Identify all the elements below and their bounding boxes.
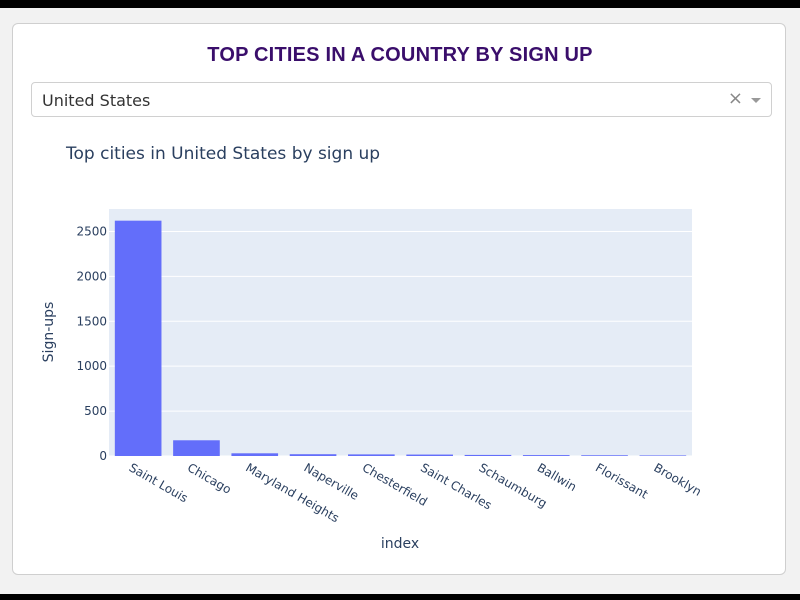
x-tick-label: Brooklyn <box>651 460 704 498</box>
plot-area <box>109 209 692 456</box>
x-tick-label: Chicago <box>185 460 234 496</box>
bar[interactable] <box>173 440 220 456</box>
bar[interactable] <box>639 455 687 456</box>
bar[interactable] <box>348 454 395 456</box>
bars <box>114 220 687 456</box>
y-axis-ticks: 0 500 1000 1500 2000 2500 <box>76 224 107 463</box>
x-tick-label: Saint Louis <box>127 460 191 505</box>
bar[interactable] <box>581 455 628 456</box>
country-dropdown[interactable]: United States × <box>31 82 772 117</box>
x-axis-title: index <box>381 536 419 552</box>
bar[interactable] <box>464 454 512 456</box>
y-tick-label: 0 <box>99 449 107 463</box>
chevron-down-icon[interactable] <box>751 98 761 103</box>
x-tick-label: Florissant <box>593 460 650 501</box>
bar[interactable] <box>289 454 337 456</box>
bar[interactable] <box>114 220 162 456</box>
x-tick-label: Chesterfield <box>360 460 430 508</box>
y-tick-label: 500 <box>84 404 107 418</box>
country-dropdown-value: United States <box>42 91 151 110</box>
page-title: TOP CITIES IN A COUNTRY BY SIGN UP <box>207 44 593 66</box>
bar[interactable] <box>522 455 570 456</box>
y-tick-label: 2500 <box>76 224 107 238</box>
y-tick-label: 1000 <box>76 359 107 373</box>
clear-icon[interactable]: × <box>727 88 743 109</box>
bar[interactable] <box>231 453 279 456</box>
gridlines <box>109 230 692 457</box>
bar[interactable] <box>406 454 453 456</box>
y-axis-title: Sign-ups <box>41 302 57 363</box>
y-tick-label: 1500 <box>76 314 107 328</box>
chart-title: Top cities in United States by sign up <box>65 144 380 164</box>
y-tick-label: 2000 <box>76 269 107 283</box>
x-tick-label: Ballwin <box>535 460 579 494</box>
